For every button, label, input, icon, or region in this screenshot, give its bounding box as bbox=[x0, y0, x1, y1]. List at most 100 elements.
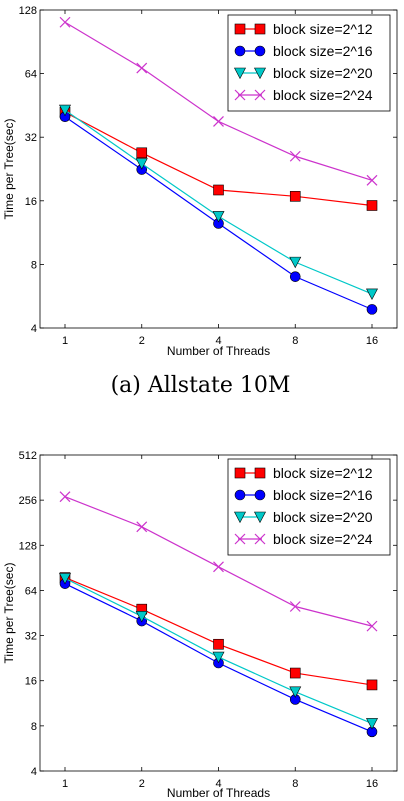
y-tick-label: 16 bbox=[25, 196, 37, 208]
x-marker-stroke bbox=[59, 491, 71, 503]
legend-marker bbox=[254, 533, 266, 545]
x-marker-stroke bbox=[366, 620, 378, 632]
x-tick-label: 4 bbox=[215, 778, 221, 790]
x-tick-label: 8 bbox=[292, 335, 298, 347]
data-point bbox=[366, 304, 378, 315]
x-marker-stroke bbox=[213, 561, 224, 573]
legend-entry: block size=2^20 bbox=[234, 65, 373, 81]
data-point bbox=[135, 158, 148, 170]
legend-marker bbox=[254, 489, 266, 501]
x-marker-stroke bbox=[289, 150, 301, 162]
data-point bbox=[366, 620, 378, 632]
y-tick-label: 8 bbox=[31, 721, 37, 733]
y-tick-label: 128 bbox=[19, 540, 37, 552]
legend-marker bbox=[254, 67, 266, 80]
series-1 bbox=[59, 572, 378, 691]
legend-marker bbox=[234, 511, 246, 524]
data-point bbox=[213, 638, 224, 650]
legend-entry: block size=2^12 bbox=[234, 465, 373, 481]
y-tick-label: 64 bbox=[25, 585, 37, 597]
legend-label: block size=2^16 bbox=[273, 43, 373, 59]
y-tick-label: 128 bbox=[19, 5, 37, 17]
x-tick-label: 1 bbox=[62, 778, 68, 790]
x-marker-stroke bbox=[213, 116, 224, 127]
data-point bbox=[59, 16, 71, 28]
legend-marker bbox=[234, 45, 246, 57]
y-tick-label: 512 bbox=[19, 450, 37, 462]
legend-label: block size=2^12 bbox=[273, 21, 373, 37]
x-marker-stroke bbox=[234, 533, 246, 545]
y-tick-label: 4 bbox=[31, 323, 37, 335]
x-marker-stroke bbox=[254, 89, 266, 101]
data-point bbox=[289, 256, 302, 269]
data-point bbox=[366, 718, 378, 730]
legend-marker bbox=[234, 467, 246, 479]
chart-panel-2: 4 8 16 32 64 128 256 512 1 2 4 8 16 Number of Threads… bbox=[2, 450, 398, 800]
legend-marker bbox=[234, 67, 246, 80]
legend-label: block size=2^12 bbox=[273, 465, 373, 481]
legend-marker bbox=[234, 533, 246, 545]
data-point bbox=[212, 211, 225, 223]
legend-entry: block size=2^16 bbox=[234, 487, 373, 503]
data-point bbox=[59, 104, 71, 117]
x-axis-label: Number of Threads bbox=[167, 344, 270, 358]
data-point bbox=[289, 150, 301, 162]
data-point bbox=[212, 651, 225, 664]
x-tick-label: 1 bbox=[62, 335, 68, 347]
data-point bbox=[366, 174, 378, 186]
figure-caption: (a) Allstate 10M bbox=[111, 373, 291, 398]
chart-panel-1: 4 8 16 32 64 128 1 2 4 8 16 Number of Threads Time p… bbox=[2, 5, 398, 398]
data-point bbox=[289, 191, 301, 202]
y-tick-label: 8 bbox=[31, 259, 37, 271]
x-marker-stroke bbox=[254, 533, 266, 545]
x-marker-stroke bbox=[136, 62, 148, 74]
legend-marker bbox=[254, 45, 266, 57]
data-point bbox=[289, 667, 301, 679]
data-point bbox=[59, 573, 71, 585]
y-axis-label: Time per Tree(sec) bbox=[2, 563, 16, 664]
data-point bbox=[213, 116, 224, 127]
x-tick-label: 16 bbox=[366, 335, 378, 347]
legend-label: block size=2^20 bbox=[273, 509, 373, 525]
series-3 bbox=[59, 104, 378, 301]
legend-label: block size=2^24 bbox=[273, 531, 373, 547]
series-1 bbox=[59, 106, 378, 211]
data-point bbox=[136, 147, 148, 159]
series-line bbox=[64, 109, 373, 295]
legend-marker bbox=[254, 89, 266, 101]
data-point bbox=[136, 62, 148, 74]
y-tick-label: 4 bbox=[31, 766, 37, 778]
y-tick-label: 32 bbox=[25, 132, 37, 144]
x-marker-stroke bbox=[234, 89, 246, 101]
legend-marker bbox=[234, 89, 246, 101]
data-point bbox=[289, 271, 301, 282]
legend-entry: block size=2^16 bbox=[234, 43, 373, 59]
data-point bbox=[366, 200, 378, 211]
series-line bbox=[64, 576, 373, 686]
series-3 bbox=[59, 573, 378, 730]
x-tick-label: 2 bbox=[139, 335, 145, 347]
x-tick-label: 16 bbox=[366, 778, 378, 790]
x-tick-label: 8 bbox=[292, 778, 298, 790]
y-tick-label: 64 bbox=[25, 69, 37, 81]
legend-marker bbox=[254, 511, 266, 524]
legend-entry: block size=2^20 bbox=[234, 509, 373, 525]
y-axis-label: Time per Tree(sec) bbox=[2, 119, 16, 220]
legend-marker bbox=[254, 23, 266, 35]
y-tick-label: 256 bbox=[19, 495, 37, 507]
legend-marker bbox=[234, 489, 246, 501]
y-tick-label: 32 bbox=[25, 631, 37, 643]
legend-marker bbox=[234, 23, 246, 35]
series-line bbox=[64, 577, 373, 725]
x-marker-stroke bbox=[289, 601, 301, 612]
legend-entry: block size=2^12 bbox=[234, 21, 373, 37]
data-point bbox=[213, 561, 224, 573]
data-point bbox=[59, 491, 71, 503]
legend-label: block size=2^16 bbox=[273, 487, 373, 503]
data-point bbox=[366, 679, 378, 691]
data-point bbox=[135, 611, 148, 623]
x-marker-stroke bbox=[136, 521, 148, 533]
x-marker-stroke bbox=[59, 16, 71, 28]
legend-label: block size=2^20 bbox=[273, 65, 373, 81]
